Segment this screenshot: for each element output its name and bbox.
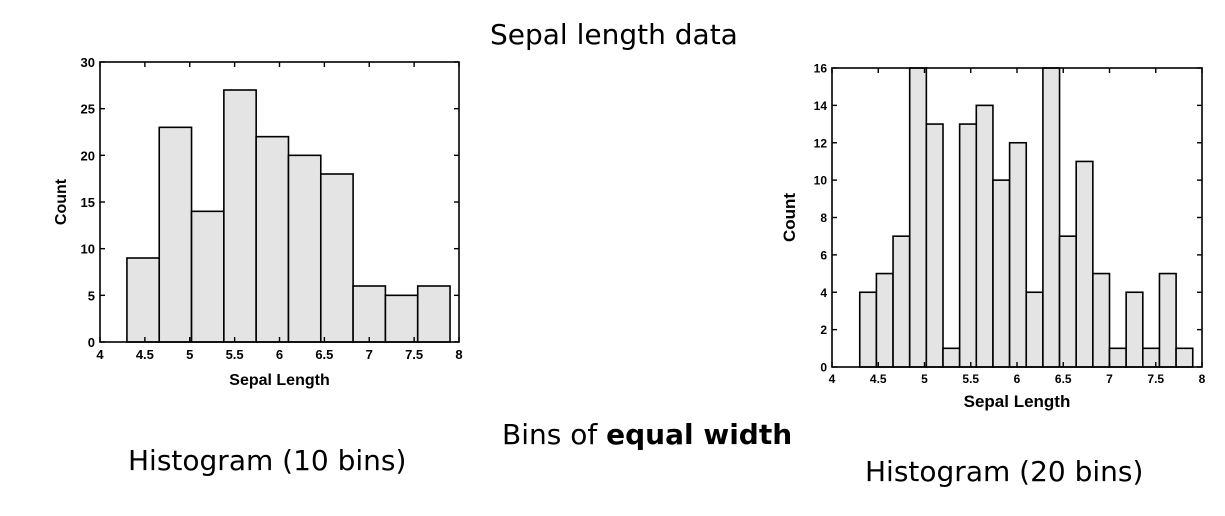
x-tick-label: 7.5 <box>1147 372 1164 386</box>
histogram-bar <box>1025 291 1044 368</box>
y-axis-label: Count <box>53 178 70 225</box>
x-tick-label: 4.5 <box>136 347 154 362</box>
histogram-20-caption: Histogram (20 bins) <box>865 455 1144 488</box>
y-tick-label: 25 <box>81 102 95 117</box>
x-tick-label: 6.5 <box>315 347 333 362</box>
x-tick-label: 5.5 <box>962 372 979 386</box>
y-tick-label: 10 <box>814 174 828 188</box>
x-axis-label: Sepal Length <box>229 372 329 389</box>
histogram-bar <box>908 67 928 368</box>
y-tick-label: 0 <box>88 335 95 350</box>
histogram-bar <box>1058 235 1078 368</box>
y-tick-label: 8 <box>820 211 827 225</box>
histogram-bar <box>158 126 193 343</box>
histogram-bar <box>958 123 978 368</box>
histogram-bar <box>1092 272 1111 368</box>
x-tick-label: 8 <box>1199 372 1206 386</box>
histogram-20-bins: 4 4.5 5 5.5 6 6.5 7 7.5 8 0 2 4 6 8 10 12 14 16 Sepal Leng… <box>780 62 1206 411</box>
y-tick-label: 14 <box>814 99 828 113</box>
y-tick-label: 15 <box>81 195 95 210</box>
x-tick-label: 7 <box>1106 372 1113 386</box>
histogram-bar <box>319 173 354 343</box>
x-tick-label: 7 <box>366 347 373 362</box>
page-title: Sepal length data <box>490 18 738 51</box>
histogram-bar <box>925 123 944 368</box>
histogram-bar <box>858 291 878 368</box>
x-tick-label: 8 <box>455 347 462 362</box>
bins-caption-prefix: Bins of <box>502 418 607 451</box>
histogram-bar <box>992 179 1011 368</box>
y-tick-label: 12 <box>814 136 828 150</box>
bins-caption: Bins of equal width <box>502 418 792 451</box>
histogram-bar <box>384 294 419 343</box>
y-tick-label: 2 <box>820 323 827 337</box>
histogram-bar <box>223 89 257 343</box>
histogram-bar <box>1158 272 1177 368</box>
y-axis-label: Count <box>780 193 799 242</box>
histogram-bar <box>942 347 961 368</box>
histogram-bar <box>352 285 387 343</box>
histogram-bar <box>875 272 894 368</box>
histogram-bar <box>1075 160 1094 368</box>
x-tick-label: 7.5 <box>405 347 423 362</box>
y-tick-label: 5 <box>88 288 95 303</box>
x-tick-label: 5 <box>921 372 928 386</box>
y-tick-label: 20 <box>81 148 95 163</box>
histogram-bar <box>255 135 290 343</box>
histogram-bar <box>1008 141 1028 368</box>
x-tick-label: 6 <box>276 347 283 362</box>
x-tick-label: 5.5 <box>226 347 244 362</box>
x-tick-label: 5 <box>186 347 193 362</box>
histogram-bar <box>416 285 451 343</box>
histogram-bar <box>1042 67 1061 368</box>
histogram-bar <box>126 257 161 343</box>
y-tick-label: 4 <box>820 286 827 300</box>
histogram-bar <box>975 104 994 368</box>
y-tick-label: 30 <box>81 55 95 70</box>
histogram-bar <box>1175 347 1194 368</box>
y-tick-label: 0 <box>820 361 827 375</box>
bins-caption-emphasis: equal width <box>606 418 793 451</box>
histogram-10-bins: 4 4.5 5 5.5 6 6.5 7 7.5 8 0 5 10 15 20 25 30 Sepal Lengt… <box>53 55 463 389</box>
x-tick-label: 4 <box>829 372 836 386</box>
x-tick-label: 6 <box>1014 372 1021 386</box>
histogram-bar <box>1142 347 1161 368</box>
x-axis-label: Sepal Length <box>964 392 1071 411</box>
histogram-bar <box>1125 291 1144 368</box>
x-tick-label: 4.5 <box>870 372 887 386</box>
y-tick-label: 10 <box>81 242 95 257</box>
histogram-bar <box>287 154 322 343</box>
histogram-bar <box>892 235 911 368</box>
x-tick-label: 4 <box>96 347 104 362</box>
x-tick-label: 6.5 <box>1055 372 1072 386</box>
histogram-bar <box>190 210 225 343</box>
y-tick-label: 6 <box>820 248 827 262</box>
histogram-bar <box>1108 347 1127 368</box>
y-tick-label: 16 <box>814 62 828 76</box>
histogram-10-caption: Histogram (10 bins) <box>128 444 407 477</box>
